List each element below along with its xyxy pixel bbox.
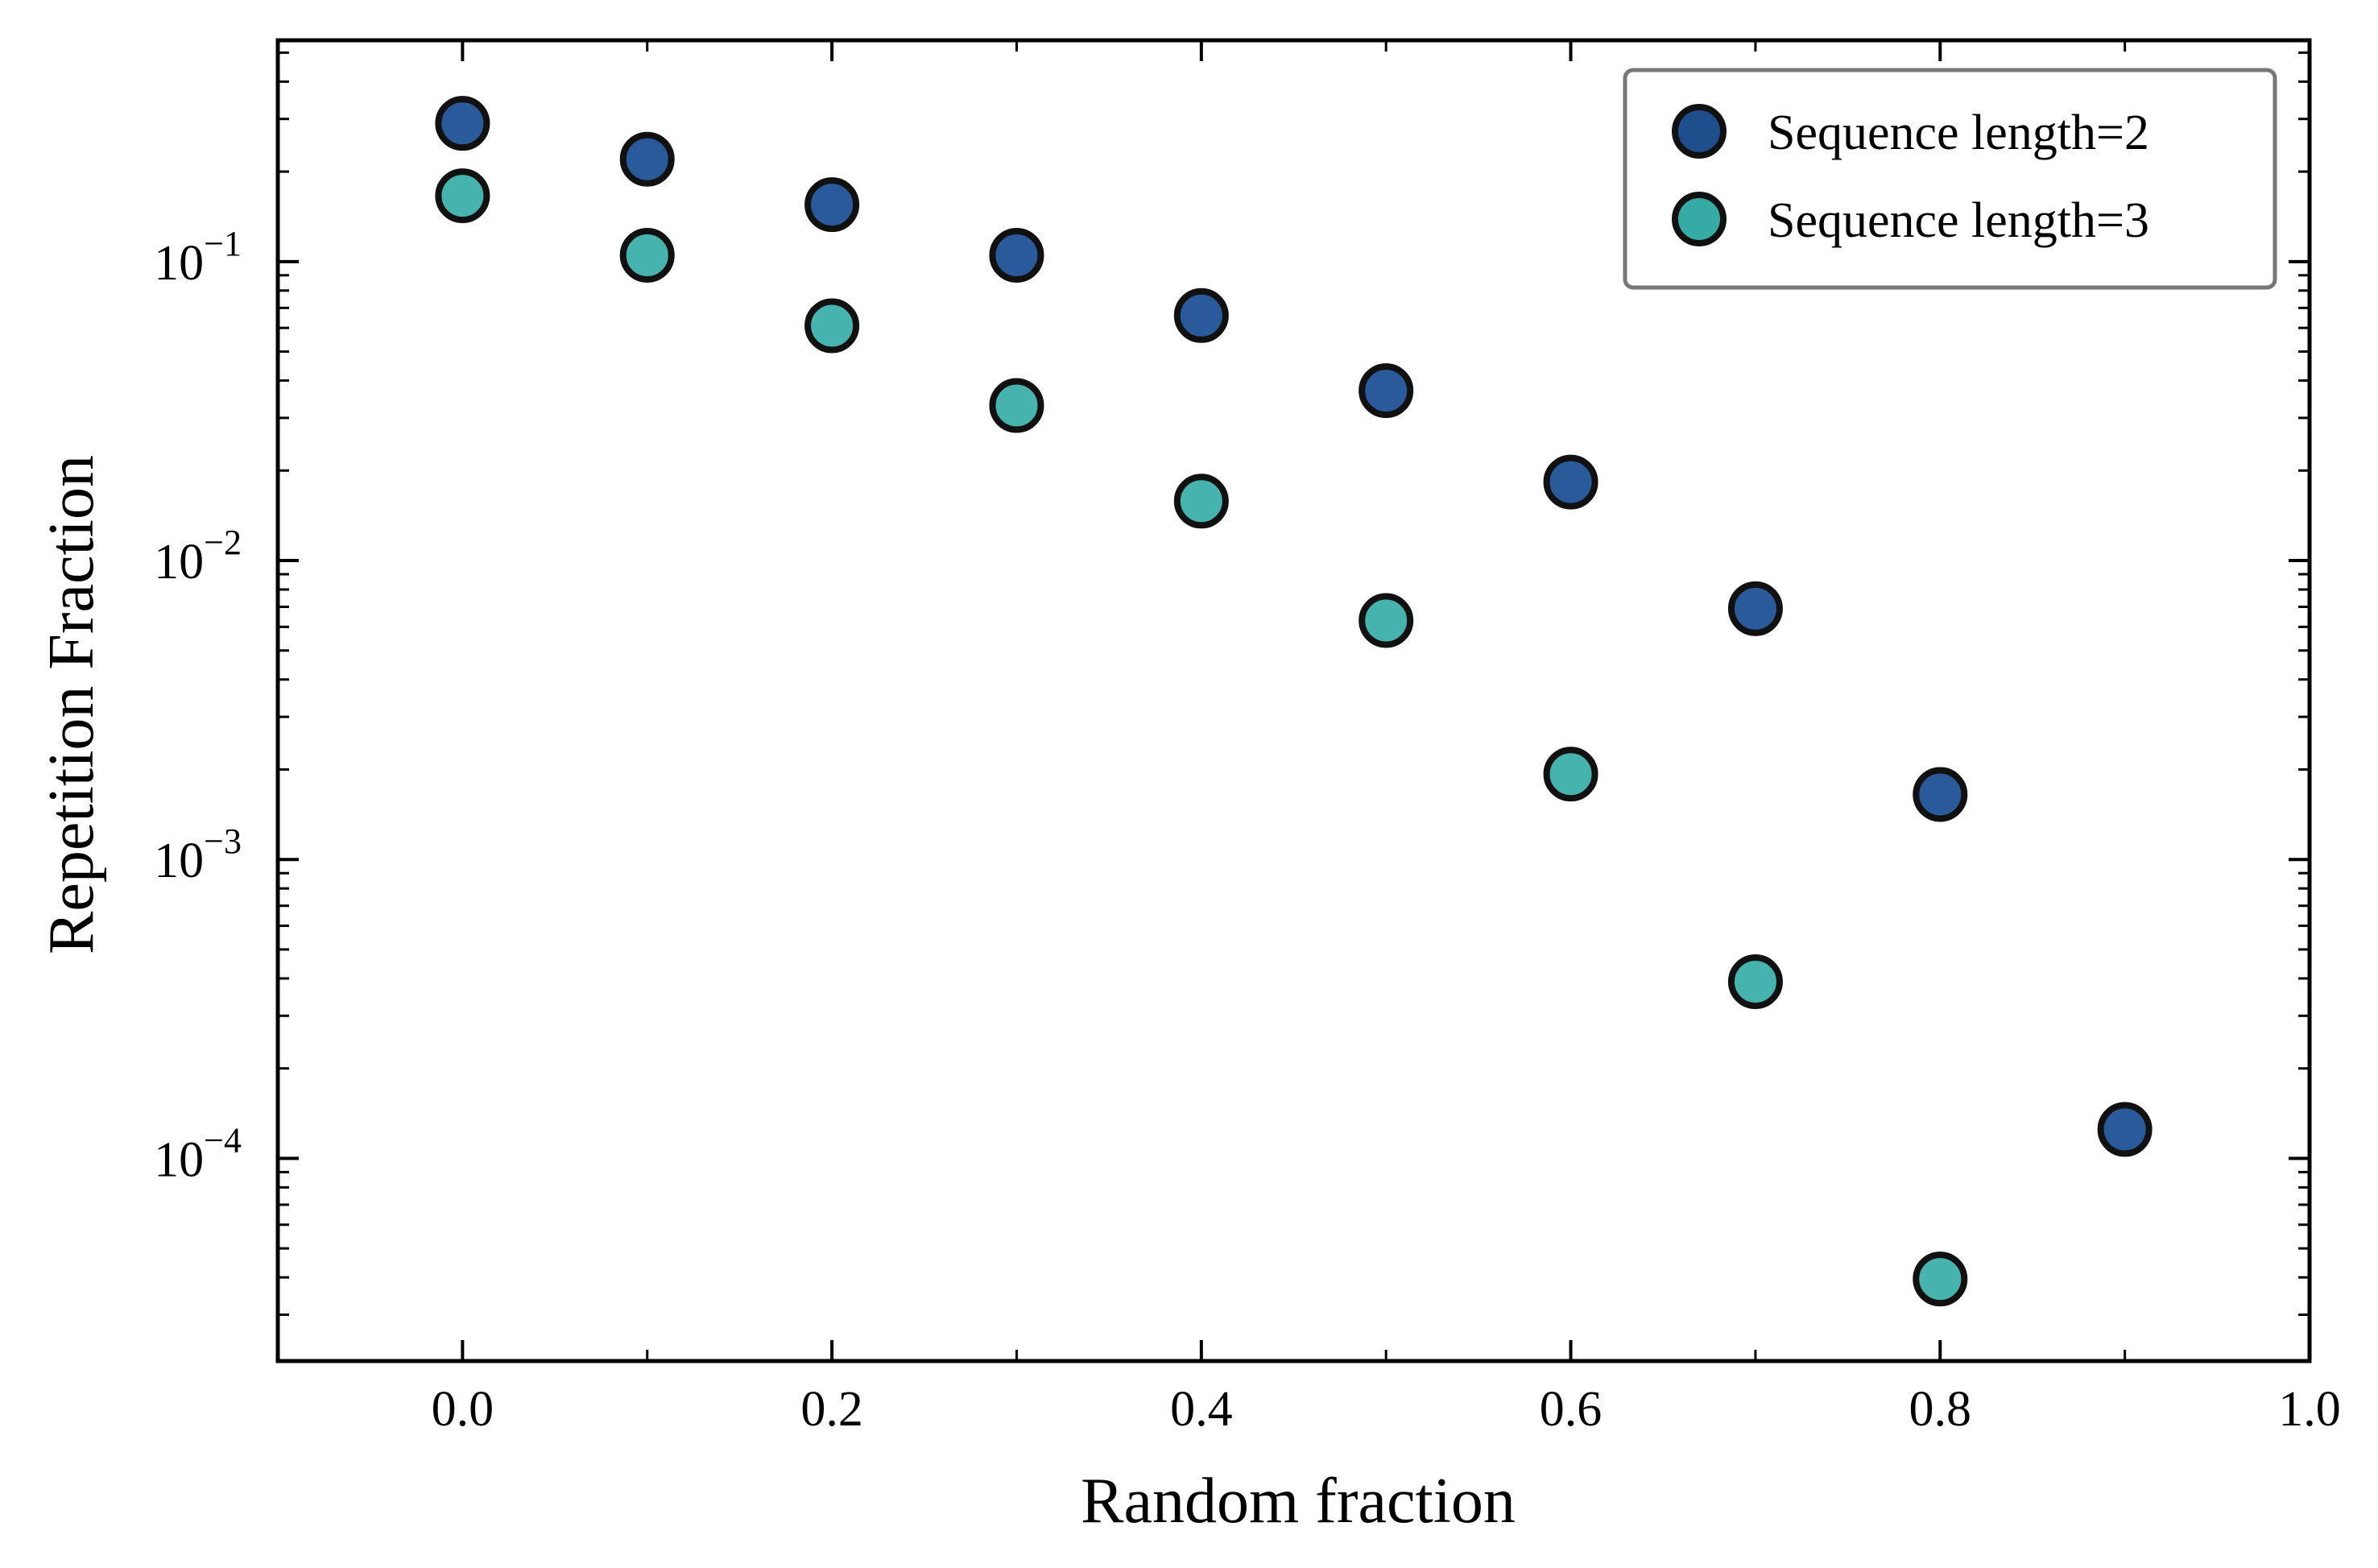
data-point [1173, 288, 1229, 343]
x-axis-title: Random fraction [1081, 1466, 1516, 1537]
y-axis-title: Repetition Fraction [36, 455, 107, 954]
data-point [989, 227, 1044, 283]
legend-marker-sequence-length-3 [1672, 192, 1727, 246]
data-point [435, 168, 490, 224]
x-tick-label: 0.4 [1170, 1382, 1233, 1437]
x-tick-label: 0.0 [432, 1382, 494, 1437]
legend-label-sequence-length-3: Sequence length=3 [1768, 193, 2149, 248]
data-point [1543, 454, 1598, 510]
y-tick-label: 10−3 [154, 821, 242, 888]
data-point [1543, 747, 1598, 802]
data-point [1173, 474, 1229, 529]
x-tick-label: 1.0 [2278, 1382, 2341, 1437]
data-points [435, 96, 2153, 1307]
data-point [1359, 363, 1414, 419]
series-sequence-length-2 [435, 96, 2153, 1157]
x-tick-label: 0.8 [1909, 1382, 1972, 1437]
y-tick-label: 10−2 [154, 523, 242, 590]
legend-box [1623, 68, 2277, 290]
data-point [1913, 1252, 1968, 1307]
legend-marker-sequence-length-2 [1672, 104, 1727, 159]
series-sequence-length-3 [435, 168, 1968, 1307]
y-tick-label: 10−1 [154, 224, 242, 291]
data-point [1727, 954, 1783, 1010]
x-tick-label: 0.2 [800, 1382, 863, 1437]
data-point [804, 177, 860, 233]
data-point [619, 227, 675, 283]
data-point [1727, 581, 1783, 636]
legend: Sequence length=2 Sequence length=3 [1623, 68, 2277, 290]
plot-frame [275, 38, 2312, 1363]
data-point [619, 131, 675, 187]
legend-label-sequence-length-2: Sequence length=2 [1768, 105, 2149, 160]
data-point [989, 378, 1044, 433]
data-point [435, 96, 490, 151]
data-point [2097, 1102, 2153, 1157]
x-tick-label: 0.6 [1540, 1382, 1603, 1437]
data-point [804, 298, 860, 354]
x-tick-labels: 0.0 0.2 0.4 0.6 0.8 1.0 [432, 1382, 2341, 1437]
data-point [1359, 593, 1414, 648]
y-tick-label: 10−4 [154, 1120, 242, 1187]
data-point [1913, 767, 1968, 822]
y-tick-labels: 10−1 10−2 10−3 10−4 [154, 224, 242, 1188]
